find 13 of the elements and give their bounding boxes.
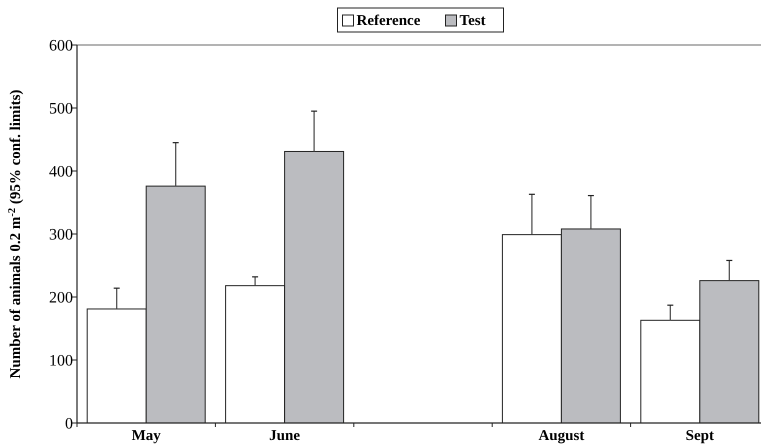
y-tick-label: 400 [49,164,73,181]
x-tick-label: June [269,428,300,444]
x-tick-label: May [132,428,162,444]
legend-label: Test [460,13,486,29]
y-tick-label: 200 [49,290,73,307]
y-tick-label: 0 [65,416,73,433]
x-tick-label: Sept [686,428,714,444]
y-tick-label: 300 [49,226,73,244]
legend-label: Reference [356,13,421,29]
y-tick-label: 500 [49,100,73,118]
x-tick-label: August [538,428,584,444]
y-tick-label: 600 [49,38,73,55]
y-tick-label: 100 [49,352,73,370]
